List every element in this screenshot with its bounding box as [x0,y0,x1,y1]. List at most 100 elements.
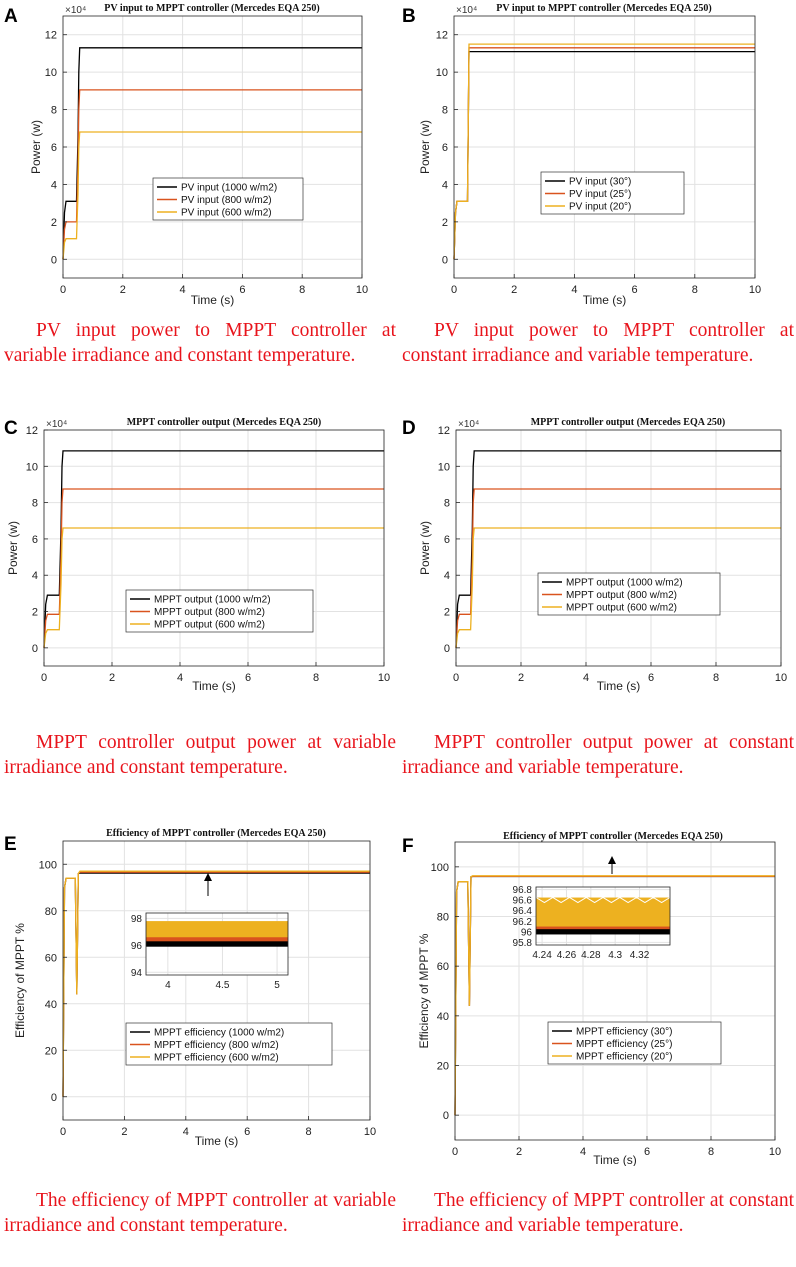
series-line-1 [453,50,755,260]
y-tick-label: 6 [442,142,448,154]
y-tick-label: 4 [444,570,450,582]
y-axis-label: Efficiency of MPPT % [417,933,431,1048]
inset-y-tick-label: 98 [131,914,143,925]
x-tick-label: 6 [245,672,251,684]
plot-frame [43,429,385,667]
x-tick-label: 6 [632,284,638,296]
zoom-arrow-head [204,873,212,881]
inset-band-1 [536,897,670,930]
series-line-2 [455,488,781,648]
series-line-1 [455,450,781,648]
series-line-3 [455,527,781,648]
y-tick-label: 20 [437,1061,449,1073]
chart-title: MPPT controller output (Mercedes EQA 250… [127,417,322,428]
series-line-3 [454,875,775,1116]
inset-frame [535,886,671,946]
y-tick-label: 2 [32,607,38,619]
inset-band-2 [146,937,288,944]
chart-d-svg: 0 2 4 6 8 10 0 2 4 6 8 10 12 ×10⁴ MPPT controller outp… [402,417,787,693]
legend-entry: PV input (1000 w/m2) [181,183,277,194]
chart-title: Efficiency of MPPT controller (Mercedes … [503,831,723,842]
x-axis-label: Time (s) [593,1153,637,1166]
inset-x-tick-label: 4 [165,980,171,991]
y-tick-label: 12 [438,425,450,437]
inset-x-tick-label: 4.3 [608,950,622,961]
y-tick-label: 0 [442,254,448,266]
y-tick-label: 60 [45,952,57,964]
y-tick-label: 12 [436,30,448,42]
x-tick-label: 6 [644,1146,650,1158]
x-tick-label: 0 [452,1146,458,1158]
series-line-1 [62,47,362,260]
y-tick-label: 12 [26,425,38,437]
x-tick-label: 4 [583,672,589,684]
inset-x-tick-label: 4.28 [581,950,601,961]
y-tick-label: 6 [32,534,38,546]
series-line-1 [43,450,384,648]
inset-y-tick-label: 96 [131,941,143,952]
chart-title: Efficiency of MPPT controller (Mercedes … [106,828,326,839]
inset-ripple [535,896,671,904]
y-axis-label: Power (w) [418,521,432,575]
exponent-label: ×10⁴ [458,419,479,430]
x-tick-label: 4 [180,284,186,296]
x-tick-label: 6 [244,1126,250,1138]
x-tick-label: 8 [299,284,305,296]
legend-entry: MPPT output (600 w/m2) [566,603,677,614]
inset-frame [145,912,289,976]
x-tick-label: 6 [648,672,654,684]
x-tick-label: 6 [239,284,245,296]
y-tick-label: 2 [444,607,450,619]
inset-y-tick-label: 96.6 [513,896,533,907]
inset-y-tick-label: 96.2 [513,917,533,928]
series-line-2 [453,47,755,260]
caption-b: PV input power to MPPT controller at con… [402,320,794,366]
y-tick-label: 10 [26,461,38,473]
inset-y-tick-label: 94 [131,968,143,979]
y-tick-label: 100 [39,859,57,871]
x-tick-label: 2 [121,1126,127,1138]
y-tick-label: 4 [442,179,448,191]
y-tick-label: 6 [444,534,450,546]
plot-frame [62,840,371,1121]
x-tick-label: 10 [775,672,787,684]
panel-a: 0 2 4 6 8 10 0 2 4 6 8 10 12 ×10⁴ PV input to MPPT con… [0,0,398,422]
y-tick-label: 0 [51,254,57,266]
chart-title: PV input to MPPT controller (Mercedes EQ… [104,3,319,14]
series-line-3 [43,527,384,648]
chart-title: PV input to MPPT controller (Mercedes EQ… [496,3,711,14]
inset-band-3 [146,941,288,947]
y-tick-label: 8 [51,105,57,117]
x-tick-label: 8 [713,672,719,684]
inset-y-tick-label: 96.8 [513,885,533,896]
inset-band-3 [536,929,670,935]
y-tick-label: 8 [442,105,448,117]
chart-c-svg: 0 2 4 6 8 10 0 2 4 6 8 10 12 ×10⁴ MPPT controller outp… [4,417,390,693]
zoom-arrow-head [608,856,616,864]
inset-x-tick-label: 5 [274,980,280,991]
x-tick-label: 0 [60,1126,66,1138]
series-line-2 [43,488,384,648]
series-line-3 [453,43,755,260]
panel-letter: B [402,6,416,27]
panel-letter: A [4,6,18,27]
legend-box [547,1021,722,1065]
x-tick-label: 4 [177,672,183,684]
caption-c: MPPT controller output power at variable… [4,732,396,778]
y-tick-label: 10 [45,67,57,79]
legend-entry: MPPT output (1000 w/m2) [154,595,271,606]
plot-frame [454,841,776,1141]
x-tick-label: 4 [571,284,577,296]
x-tick-label: 10 [356,284,368,296]
y-tick-label: 40 [45,999,57,1011]
y-tick-label: 10 [438,461,450,473]
y-tick-label: 0 [443,1110,449,1122]
caption-f: The efficiency of MPPT controller at con… [402,1190,794,1236]
y-tick-label: 4 [51,179,57,191]
x-tick-label: 2 [109,672,115,684]
x-tick-label: 2 [518,672,524,684]
panel-d: 0 2 4 6 8 10 0 2 4 6 8 10 12 ×10⁴ MPPT controller outp… [398,412,796,834]
x-tick-label: 8 [692,284,698,296]
y-tick-label: 8 [444,498,450,510]
x-tick-label: 8 [306,1126,312,1138]
